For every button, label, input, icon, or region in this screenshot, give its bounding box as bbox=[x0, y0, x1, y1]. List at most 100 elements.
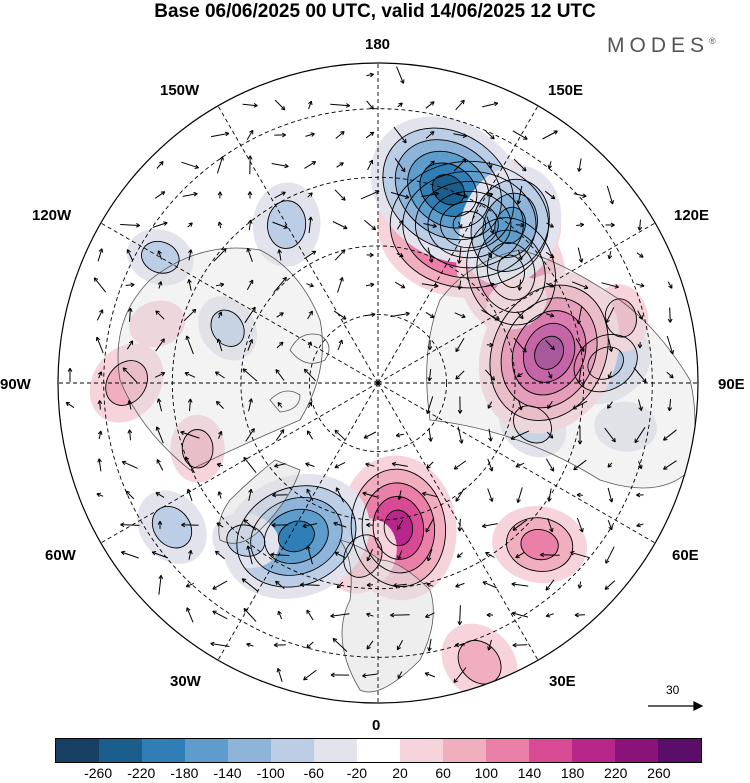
wind-arrow bbox=[97, 400, 103, 410]
wind-arrow bbox=[248, 488, 253, 501]
coastline-north-america bbox=[117, 247, 323, 471]
wind-arrow bbox=[633, 367, 647, 383]
anomaly-band bbox=[129, 300, 186, 348]
wind-arrow bbox=[276, 312, 284, 318]
wind-arrow bbox=[274, 99, 286, 111]
wind-arrow bbox=[365, 462, 375, 467]
wind-arrow bbox=[366, 522, 374, 528]
wind-arrow bbox=[608, 338, 614, 352]
wind-arrow bbox=[303, 368, 317, 382]
registered-mark: ® bbox=[709, 36, 716, 46]
wind-arrow bbox=[157, 281, 163, 289]
lat-lon-graticule bbox=[58, 63, 698, 703]
wind-arrow bbox=[457, 396, 463, 414]
wind-arrow bbox=[604, 580, 616, 590]
wind-arrow bbox=[576, 222, 585, 228]
wind-arrow bbox=[96, 492, 104, 498]
wind-arrow bbox=[455, 370, 465, 380]
wind-arrow bbox=[544, 190, 556, 200]
wind-arrow bbox=[487, 458, 494, 472]
height-contour bbox=[407, 150, 490, 229]
wind-arrow bbox=[214, 371, 225, 379]
wind-arrow bbox=[155, 310, 165, 320]
wind-arrow bbox=[330, 672, 350, 678]
wind-arrow bbox=[637, 310, 643, 320]
wind-arrow bbox=[362, 673, 378, 678]
colorbar-swatch bbox=[443, 739, 486, 762]
wind-arrow bbox=[247, 155, 253, 175]
wind-arrow bbox=[330, 613, 350, 619]
wind-arrow bbox=[455, 488, 465, 502]
wind-arrow bbox=[487, 488, 494, 502]
wind-arrow bbox=[454, 312, 466, 319]
wind-arrow bbox=[486, 216, 495, 234]
wind-arrow bbox=[304, 161, 317, 169]
wind-arrow bbox=[187, 222, 193, 228]
wind-arrow bbox=[246, 279, 254, 291]
wind-arrow bbox=[156, 161, 164, 169]
wind-arrow bbox=[390, 612, 410, 618]
coastline-asia bbox=[426, 249, 696, 489]
wind-arrow bbox=[545, 313, 555, 318]
polar-map bbox=[57, 62, 704, 711]
wind-arrow bbox=[305, 462, 315, 467]
wind-arrow bbox=[663, 460, 677, 470]
meridian-line bbox=[377, 382, 550, 681]
colorbar-swatch bbox=[529, 739, 572, 762]
wind-arrow bbox=[275, 369, 285, 381]
wind-arrow bbox=[335, 131, 345, 139]
colorbar-tick-label: 60 bbox=[435, 765, 451, 781]
height-contour bbox=[350, 468, 447, 588]
wind-arrow bbox=[217, 491, 223, 499]
height-contour bbox=[264, 508, 329, 564]
height-contour bbox=[470, 178, 550, 272]
wind-arrow bbox=[96, 309, 104, 321]
chart-title: Base 06/06/2025 00 UTC, valid 14/06/2025… bbox=[154, 1, 596, 22]
wind-arrow bbox=[242, 368, 258, 382]
colorbar-tick-label: 20 bbox=[392, 765, 408, 781]
wind-arrow bbox=[488, 428, 493, 442]
wind-arrow bbox=[274, 463, 286, 468]
wind-arrow bbox=[333, 521, 347, 528]
wind-arrow bbox=[67, 367, 73, 382]
wind-arrow bbox=[307, 192, 313, 198]
wind-arrow bbox=[334, 551, 346, 559]
wind-arrow bbox=[217, 191, 223, 199]
wind-arrow bbox=[573, 459, 587, 471]
colorbar-tick-label: -220 bbox=[127, 765, 156, 781]
wind-arrow bbox=[306, 641, 314, 649]
wind-arrow bbox=[186, 488, 193, 502]
wind-arrow bbox=[604, 427, 616, 443]
wind-arrow bbox=[306, 488, 314, 502]
wind-arrow bbox=[334, 461, 346, 469]
colorbar-tick-label: 220 bbox=[604, 765, 628, 781]
wind-arrow bbox=[366, 640, 374, 650]
height-contour bbox=[466, 217, 556, 326]
wind-arrow bbox=[394, 281, 406, 289]
wind-arrow bbox=[571, 281, 589, 290]
wind-arrow bbox=[457, 246, 462, 264]
anomaly-band bbox=[210, 310, 245, 347]
wind-arrow bbox=[155, 426, 164, 444]
anomaly-center bbox=[198, 296, 257, 361]
height-contour bbox=[226, 524, 266, 557]
wind-arrow bbox=[155, 492, 165, 498]
wind-arrow bbox=[395, 432, 404, 438]
wind-arrow bbox=[276, 667, 283, 682]
wind-arrow bbox=[481, 523, 498, 529]
wind-arrow bbox=[126, 249, 134, 261]
wind-arrow bbox=[122, 367, 138, 383]
height-contour bbox=[573, 334, 638, 393]
wind-arrow bbox=[667, 399, 673, 412]
wind-arrow bbox=[425, 101, 435, 109]
wind-arrow bbox=[181, 522, 199, 528]
colorbar-swatch bbox=[142, 739, 185, 762]
meridian-line bbox=[206, 382, 379, 681]
coastlines bbox=[117, 247, 696, 693]
wind-arrow bbox=[511, 611, 529, 618]
wind-arrow bbox=[151, 551, 169, 559]
height-contour bbox=[250, 496, 343, 576]
latitude-circle bbox=[240, 245, 516, 521]
wind-arrow bbox=[336, 581, 344, 589]
wind-arrow bbox=[155, 338, 165, 352]
